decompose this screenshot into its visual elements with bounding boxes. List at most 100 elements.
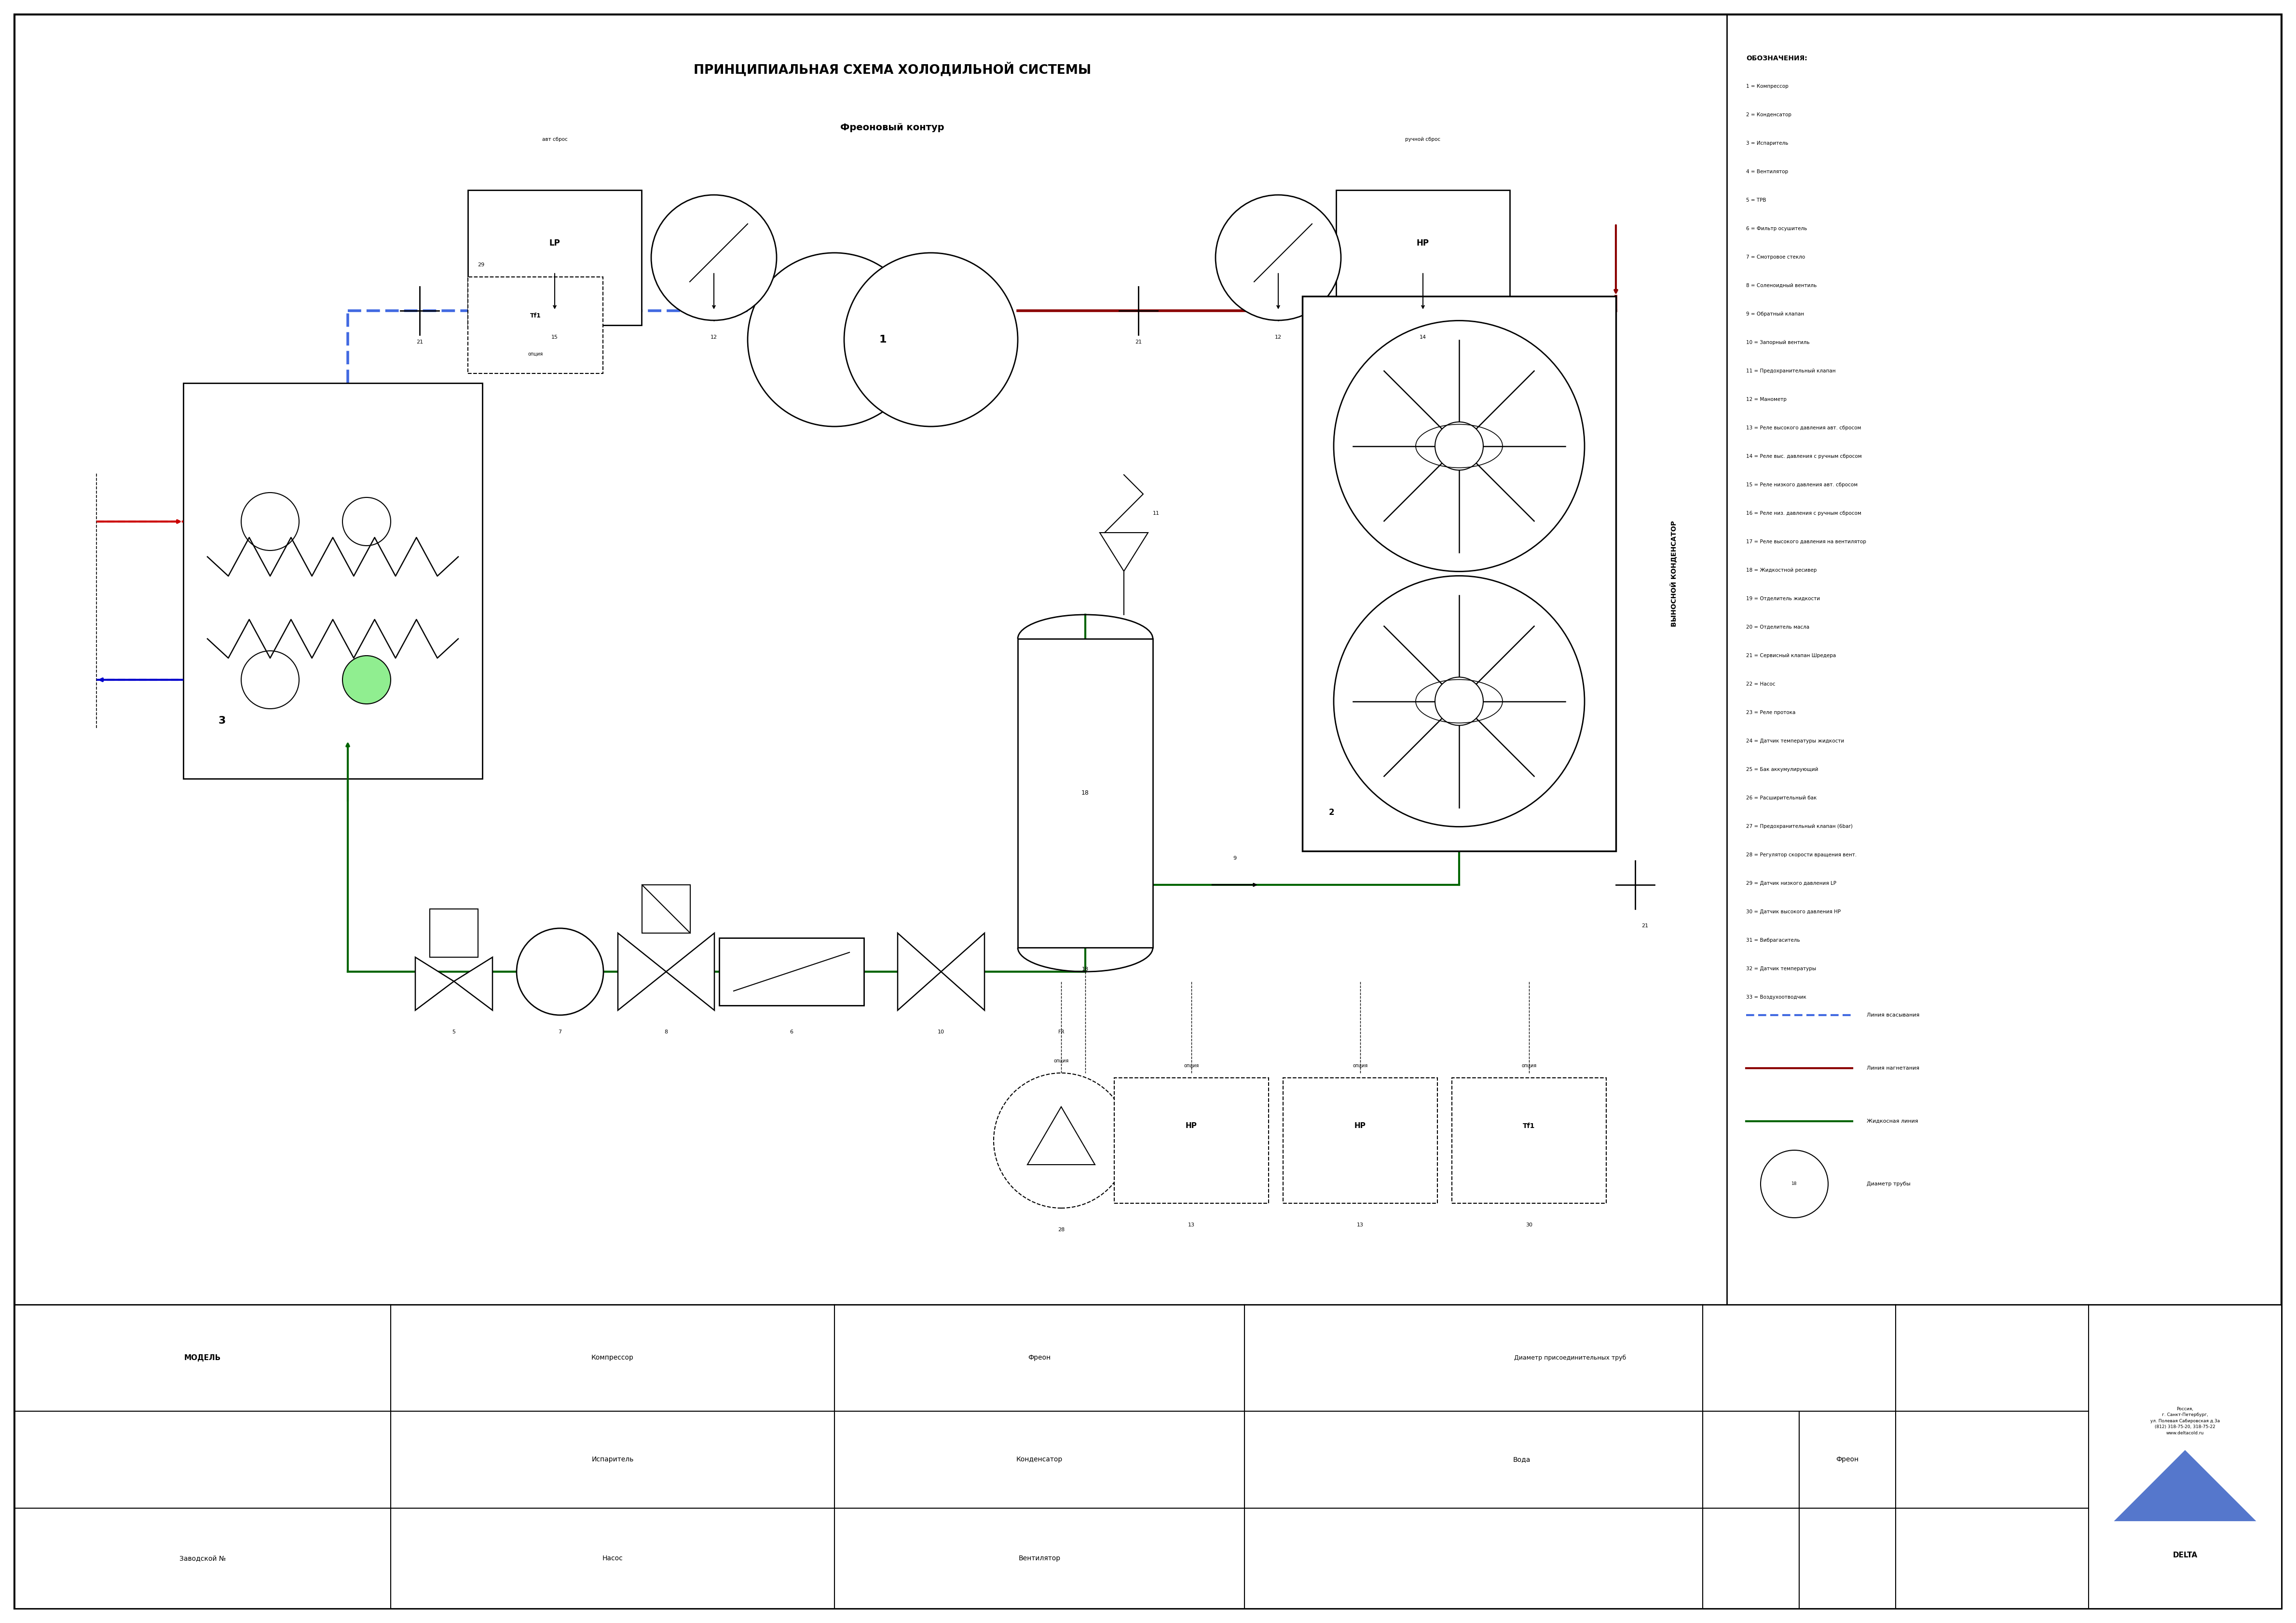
Text: 8 = Соленоидный вентиль: 8 = Соленоидный вентиль <box>1747 282 1816 287</box>
Polygon shape <box>941 933 985 1010</box>
Polygon shape <box>666 933 714 1010</box>
Polygon shape <box>898 933 941 1010</box>
Text: 33 = Воздухоотводчик: 33 = Воздухоотводчик <box>1747 995 1807 1000</box>
Text: 21 = Сервисный клапан Шредера: 21 = Сервисный клапан Шредера <box>1747 652 1837 657</box>
Text: HP: HP <box>1417 239 1428 247</box>
Text: ручной сброс: ручной сброс <box>1405 136 1440 141</box>
Text: 5 = ТРВ: 5 = ТРВ <box>1747 198 1766 203</box>
Text: 13: 13 <box>1357 1222 1364 1227</box>
Text: 26 = Расширительный бак: 26 = Расширительный бак <box>1747 795 1816 800</box>
Text: 15: 15 <box>551 334 558 339</box>
Text: 6 = Фильтр осушитель: 6 = Фильтр осушитель <box>1747 226 1807 230</box>
Text: 10 = Запорный вентиль: 10 = Запорный вентиль <box>1747 341 1809 346</box>
Text: 20 = Отделитель масла: 20 = Отделитель масла <box>1747 625 1809 630</box>
Text: 12: 12 <box>709 334 716 339</box>
Circle shape <box>241 493 298 550</box>
Text: Линия нагнетания: Линия нагнетания <box>1867 1066 1919 1071</box>
Text: 1: 1 <box>879 334 886 344</box>
Text: 24 = Датчик температуры жидкости: 24 = Датчик температуры жидкости <box>1747 738 1844 743</box>
Bar <box>468 278 604 373</box>
Polygon shape <box>2112 1449 2257 1522</box>
Text: 12 = Манометр: 12 = Манометр <box>1747 398 1786 403</box>
Bar <box>643 885 691 933</box>
Text: 13: 13 <box>1187 1222 1194 1227</box>
Text: Россия,
г. Санкт-Петербург,
ул. Полевая Сабировская д.3а
(812) 318-75-20, 318-75: Россия, г. Санкт-Петербург, ул. Полевая … <box>2151 1407 2220 1435</box>
Text: 5: 5 <box>452 1029 455 1034</box>
Text: Диаметр присоединительных труб: Диаметр присоединительных труб <box>1513 1355 1626 1362</box>
Polygon shape <box>618 933 666 1010</box>
Text: опция: опция <box>1352 1063 1368 1068</box>
Text: FR: FR <box>1058 1029 1063 1034</box>
Text: 7 = Смотровое стекло: 7 = Смотровое стекло <box>1747 255 1805 260</box>
Text: Фреон: Фреон <box>1029 1354 1052 1362</box>
Text: Линия всасывания: Линия всасывания <box>1867 1013 1919 1018</box>
Text: 28: 28 <box>1058 1227 1065 1232</box>
Text: 2: 2 <box>1329 808 1334 816</box>
Circle shape <box>652 195 776 320</box>
Text: 10: 10 <box>937 1029 944 1034</box>
Text: 25 = Бак аккумулирующий: 25 = Бак аккумулирующий <box>1747 768 1818 773</box>
Text: 3: 3 <box>218 716 225 725</box>
Text: 14 = Реле выс. давления с ручным сбросом: 14 = Реле выс. давления с ручным сбросом <box>1747 454 1862 459</box>
Circle shape <box>342 497 390 545</box>
Bar <box>1451 1078 1607 1203</box>
Circle shape <box>1334 576 1584 826</box>
Circle shape <box>1334 321 1584 571</box>
Text: 32 = Датчик температуры: 32 = Датчик температуры <box>1747 966 1816 971</box>
Polygon shape <box>455 958 491 1010</box>
Circle shape <box>241 651 298 709</box>
Text: 27 = Предохранительный клапан (6bar): 27 = Предохранительный клапан (6bar) <box>1747 824 1853 829</box>
Bar <box>429 909 478 958</box>
Text: 21: 21 <box>1134 339 1141 344</box>
Text: 11 = Предохранительный клапан: 11 = Предохранительный клапан <box>1747 368 1837 373</box>
Text: LP: LP <box>549 239 560 247</box>
Circle shape <box>1215 195 1341 320</box>
Text: 17 = Реле высокого давления на вентилятор: 17 = Реле высокого давления на вентилято… <box>1747 539 1867 544</box>
Text: 14: 14 <box>1419 334 1426 339</box>
Text: 30: 30 <box>1525 1222 1531 1227</box>
Text: DELTA: DELTA <box>2172 1552 2197 1560</box>
Text: HP: HP <box>1355 1123 1366 1130</box>
Text: Диаметр трубы: Диаметр трубы <box>1867 1182 1910 1186</box>
Text: Конденсатор: Конденсатор <box>1017 1456 1063 1462</box>
Text: Насос: Насос <box>602 1555 622 1561</box>
Text: МОДЕЛЬ: МОДЕЛЬ <box>184 1354 220 1362</box>
Text: 3 = Испаритель: 3 = Испаритель <box>1747 141 1789 146</box>
Bar <box>1017 639 1153 948</box>
Bar <box>184 383 482 779</box>
Text: ВЫНОСНОЙ КОНДЕНСАТОР: ВЫНОСНОЙ КОНДЕНСАТОР <box>1669 521 1678 626</box>
Text: Вода: Вода <box>1513 1456 1531 1462</box>
Bar <box>14 1305 2282 1608</box>
Text: опция: опция <box>1522 1063 1536 1068</box>
Text: 1 = Компрессор: 1 = Компрессор <box>1747 84 1789 89</box>
Bar <box>719 938 863 1006</box>
Text: Вентилятор: Вентилятор <box>1019 1555 1061 1561</box>
Text: 21: 21 <box>416 339 422 344</box>
Text: 22 = Насос: 22 = Насос <box>1747 682 1775 687</box>
Text: 30 = Датчик высокого давления HP: 30 = Датчик высокого давления HP <box>1747 909 1841 914</box>
Text: 8: 8 <box>664 1029 668 1034</box>
Text: ПРИНЦИПИАЛЬНАЯ СХЕМА ХОЛОДИЛЬНОЙ СИСТЕМЫ: ПРИНЦИПИАЛЬНАЯ СХЕМА ХОЛОДИЛЬНОЙ СИСТЕМЫ <box>693 62 1091 76</box>
Text: Компрессор: Компрессор <box>592 1354 634 1362</box>
Text: авт сброс: авт сброс <box>542 136 567 141</box>
Text: Жидкосная линия: Жидкосная линия <box>1867 1118 1917 1123</box>
Text: 12: 12 <box>1274 334 1281 339</box>
Bar <box>1336 190 1511 325</box>
Bar <box>1302 297 1616 850</box>
Text: HP: HP <box>1185 1123 1196 1130</box>
Text: 9: 9 <box>1233 855 1238 860</box>
Circle shape <box>517 928 604 1014</box>
Text: опция: опция <box>1185 1063 1199 1068</box>
Polygon shape <box>416 958 455 1010</box>
Text: 16 = Реле низ. давления с ручным сбросом: 16 = Реле низ. давления с ручным сбросом <box>1747 511 1862 516</box>
Text: опция: опция <box>528 352 542 357</box>
Text: 18 = Жидкостной ресивер: 18 = Жидкостной ресивер <box>1747 568 1816 573</box>
Text: 23 = Реле протока: 23 = Реле протока <box>1747 711 1795 716</box>
Circle shape <box>1435 422 1483 471</box>
Text: Tf1: Tf1 <box>530 312 542 318</box>
Text: 18: 18 <box>1791 1182 1798 1186</box>
Text: ОБОЗНАЧЕНИЯ:: ОБОЗНАЧЕНИЯ: <box>1747 55 1807 62</box>
Bar <box>1114 1078 1270 1203</box>
Text: 13 = Реле высокого давления авт. сбросом: 13 = Реле высокого давления авт. сбросом <box>1747 425 1862 430</box>
Circle shape <box>748 253 921 427</box>
